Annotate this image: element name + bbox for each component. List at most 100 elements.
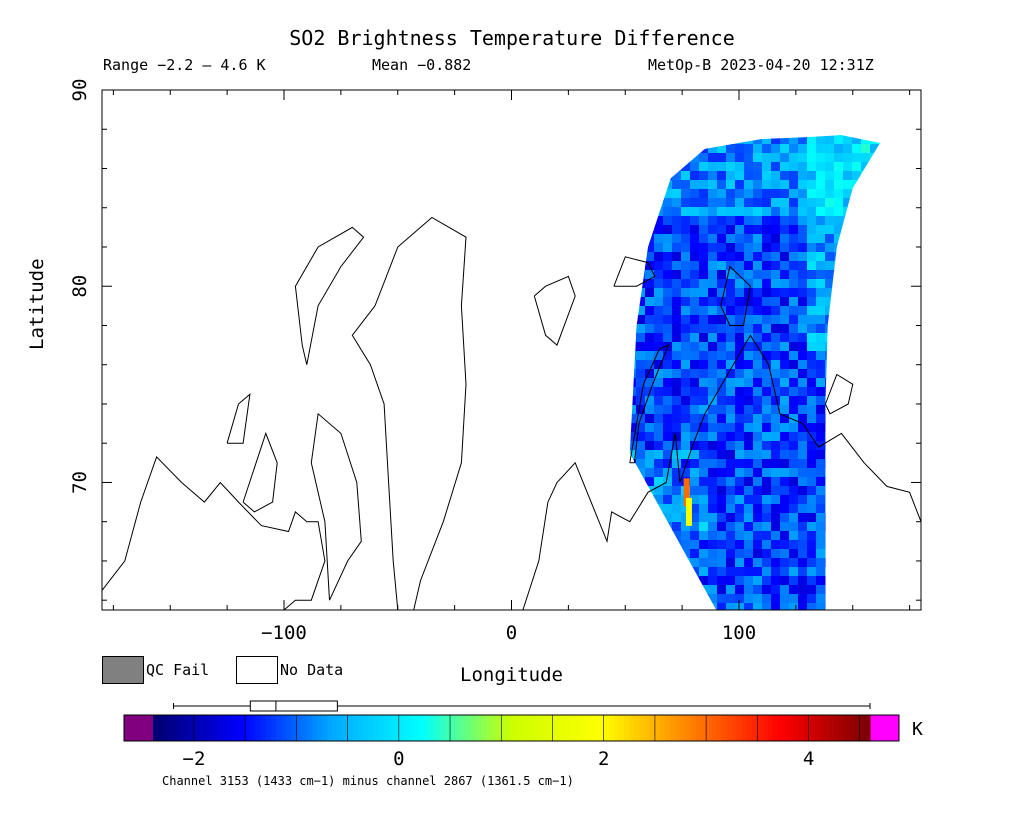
colorbar-segment bbox=[695, 715, 702, 741]
swath-cell bbox=[645, 414, 655, 424]
swath-cell bbox=[861, 180, 871, 190]
swath-cell bbox=[618, 144, 628, 154]
swath-cell bbox=[852, 108, 862, 118]
swath-cell bbox=[681, 171, 691, 181]
swath-cell bbox=[708, 225, 718, 235]
swath-cell bbox=[780, 243, 790, 253]
swath-cell bbox=[645, 234, 655, 244]
swath-cell bbox=[861, 486, 871, 496]
colorbar-segment bbox=[772, 715, 779, 741]
swath-cell bbox=[681, 252, 691, 262]
swath-cell bbox=[897, 504, 907, 514]
swath-cell bbox=[870, 225, 880, 235]
swath-cell bbox=[852, 270, 862, 280]
swath-cell bbox=[717, 243, 727, 253]
swath-cell bbox=[834, 486, 844, 496]
swath-cell bbox=[690, 162, 700, 172]
swath-cell bbox=[699, 549, 709, 559]
swath-cell bbox=[735, 378, 745, 388]
swath-cell bbox=[744, 315, 754, 325]
swath-cell bbox=[771, 162, 781, 172]
swath-cell bbox=[861, 135, 871, 136]
swath-cell bbox=[888, 216, 898, 226]
swath-cell bbox=[618, 198, 628, 208]
swath-cell bbox=[654, 180, 664, 190]
swath-cell bbox=[753, 252, 763, 262]
swath-cell bbox=[897, 297, 907, 307]
swath-cell bbox=[699, 576, 709, 586]
swath-cell bbox=[816, 135, 826, 136]
swath-cell bbox=[681, 216, 691, 226]
colorbar-segment bbox=[332, 715, 338, 741]
swath-cell bbox=[600, 144, 610, 154]
swath-cell bbox=[879, 522, 881, 532]
swath-cell bbox=[852, 531, 862, 541]
swath-cell bbox=[735, 99, 745, 109]
swath-cell bbox=[636, 306, 646, 316]
swath-cell bbox=[798, 378, 808, 388]
swath-cell bbox=[843, 162, 853, 172]
swath-cell bbox=[807, 207, 817, 217]
swath-cell bbox=[762, 108, 772, 118]
swath-cell bbox=[843, 198, 853, 208]
swath-cell bbox=[780, 369, 790, 379]
swath-cell bbox=[771, 135, 781, 145]
swath-cell bbox=[681, 378, 691, 388]
swath-cell bbox=[861, 153, 871, 163]
swath-cell bbox=[654, 297, 664, 307]
swath-cell bbox=[690, 387, 700, 397]
swath-cell bbox=[629, 324, 637, 334]
swath-cell bbox=[780, 576, 790, 586]
swath-cell bbox=[600, 495, 610, 505]
swath-cell bbox=[717, 414, 727, 424]
swath-cell bbox=[843, 180, 853, 190]
swath-cell bbox=[771, 117, 781, 127]
swath-cell bbox=[780, 288, 790, 298]
swath-cell bbox=[843, 351, 853, 361]
swath-cell bbox=[618, 396, 628, 406]
swath-cell bbox=[789, 459, 799, 469]
swath-cell bbox=[753, 315, 763, 325]
swath-cell bbox=[753, 558, 763, 568]
swath-cell bbox=[789, 333, 799, 343]
swath-cell bbox=[807, 396, 817, 406]
swath-cell bbox=[807, 153, 817, 163]
swath-cell bbox=[629, 207, 637, 217]
swath-cell bbox=[798, 486, 808, 496]
swath-cell bbox=[879, 288, 881, 298]
swath-cell bbox=[789, 585, 799, 595]
swath-cell bbox=[789, 162, 799, 172]
swath-cell bbox=[726, 567, 736, 577]
swath-cell bbox=[762, 234, 772, 244]
swath-cell bbox=[629, 432, 637, 442]
swath-cell bbox=[762, 468, 772, 478]
swath-cell bbox=[744, 279, 754, 289]
swath-cell bbox=[744, 540, 754, 550]
swath-cell bbox=[762, 531, 772, 541]
swath-cell bbox=[708, 423, 718, 433]
swath-cell bbox=[825, 252, 835, 262]
swath-cell bbox=[708, 198, 718, 208]
swath-cell bbox=[672, 99, 682, 109]
colorbar-segment bbox=[598, 715, 605, 741]
swath-cell bbox=[879, 558, 881, 568]
swath-cell bbox=[852, 153, 862, 163]
swath-cell bbox=[897, 351, 907, 361]
swath-cell bbox=[672, 360, 682, 370]
swath-cell bbox=[618, 558, 628, 568]
swath-cell bbox=[690, 252, 700, 262]
boxplot-box bbox=[249, 700, 338, 712]
swath-cell bbox=[807, 324, 817, 334]
swath-cell bbox=[735, 198, 745, 208]
swath-cell bbox=[690, 288, 700, 298]
colorbar-tick-label: 0 bbox=[393, 748, 404, 770]
swath-cell bbox=[609, 441, 619, 451]
colorbar-segment bbox=[265, 715, 272, 741]
colorbar-units: K bbox=[912, 719, 923, 740]
swath-cell bbox=[780, 324, 790, 334]
swath-cell bbox=[879, 369, 881, 379]
swath-cell bbox=[609, 369, 619, 379]
swath-cell bbox=[807, 369, 817, 379]
swath-cell bbox=[600, 360, 610, 370]
swath-cell bbox=[609, 576, 619, 586]
